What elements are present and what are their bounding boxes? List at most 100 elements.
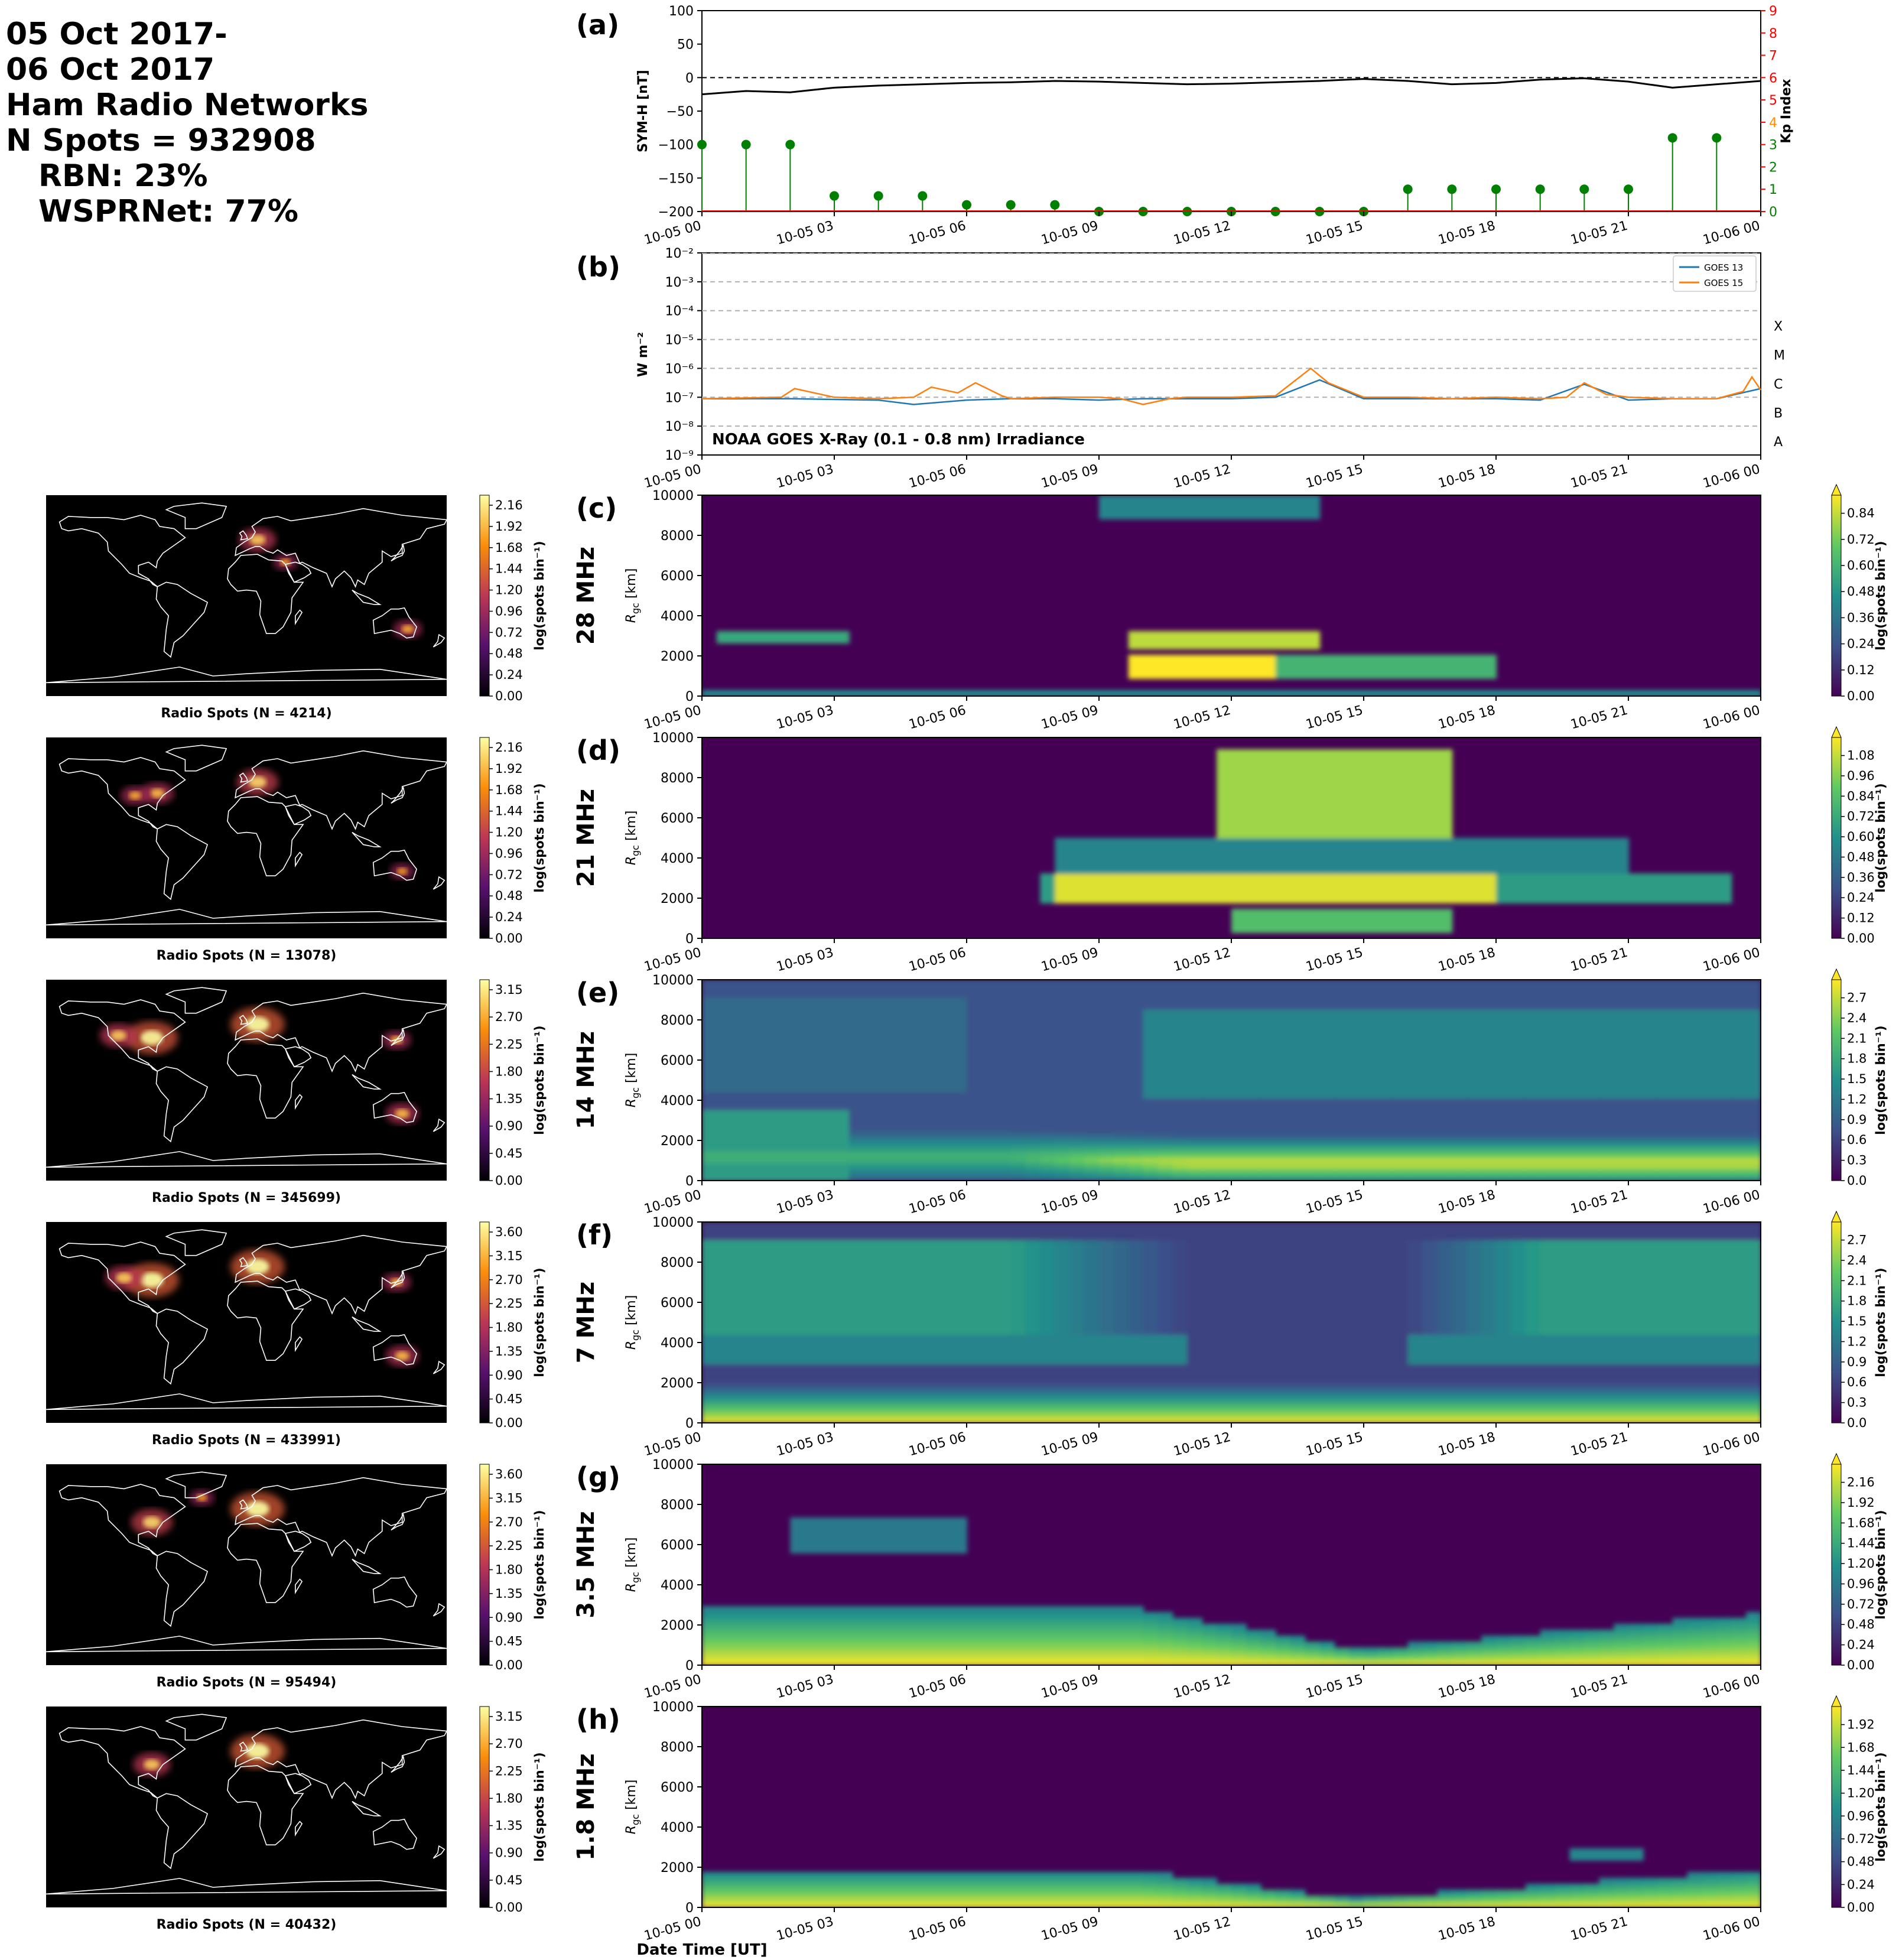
heatmap-cell [820,1299,835,1305]
heatmap-cell [790,1009,806,1016]
heatmap-cell [937,1417,953,1423]
heatmap-cell [746,637,762,643]
heatmap-cell [1569,1045,1585,1051]
heatmap-cell [937,1411,953,1418]
heatmap-cell [775,1299,791,1305]
heatmap-cell [863,1287,879,1293]
heatmap-cell [1069,1399,1085,1406]
heatmap-cell [1040,1417,1056,1423]
spot-density-core [401,625,414,633]
colorbar-label: 0.24 [1847,637,1875,651]
heatmap-cell [1378,1033,1394,1039]
heatmap-cell [1540,885,1556,892]
colorbar-title: log(spots bin⁻¹) [1874,541,1888,650]
heatmap-cell [1040,1157,1056,1163]
heatmap-cell [981,1346,997,1353]
heatmap-cell [1393,767,1409,773]
heatmap-cell [1364,1003,1379,1010]
heatmap-cell [1364,897,1379,903]
heatmap-cell [1172,1045,1188,1051]
heatmap-cell [1614,873,1629,880]
heatmap-cell [1643,1045,1659,1051]
heatmap-cell [996,1393,1012,1400]
heatmap-cell [702,1033,717,1039]
heatmap-cell [863,1127,879,1134]
heatmap-cell [1657,1169,1673,1175]
heatmap-cell [937,1263,953,1270]
heatmap-cell [1099,1057,1114,1063]
heatmap-cell [1407,850,1423,856]
heatmap-cell [1305,1110,1321,1116]
heatmap-cell [1422,667,1438,673]
heatmap-cell [1010,1033,1026,1039]
heatmap-cell [848,1370,864,1376]
heatmap-cell [1290,1175,1306,1181]
heatmap-cell [1687,1169,1703,1175]
map-colorbar-label: 1.20 [495,583,523,597]
heatmap-cell [952,1317,967,1323]
heatmap-cell [1099,1110,1114,1116]
heatmap-cell [1084,1387,1100,1394]
heatmap-cell [1349,1033,1364,1039]
heatmap-cell [1305,1157,1321,1163]
map-colorbar-label: 2.16 [495,740,523,755]
heatmap-cell [878,1287,894,1293]
heatmap-cell [1555,844,1570,850]
heatmap-cell [848,1358,864,1364]
heatmap-cell [1437,1139,1453,1146]
heatmap-cell [1437,1074,1453,1081]
heatmap-cell [702,1122,717,1128]
heatmap-cell [893,1122,909,1128]
heatmap-cell [1393,779,1409,785]
heatmap-cell [878,1098,894,1104]
map-colorbar-label: 1.68 [495,541,523,555]
heatmap-cell [1010,1263,1026,1270]
heatmap-cell [1657,1062,1673,1069]
heatmap-cell [1319,885,1335,892]
heatmap-cell [996,1003,1012,1010]
heatmap-cell [1113,980,1129,986]
heatmap-cell [1319,814,1335,821]
heatmap-cell [1319,1015,1335,1022]
x-tick-label: 10-05 06 [908,462,968,492]
heatmap-cell [775,1057,791,1063]
heatmap-cell [1069,1098,1085,1104]
heatmap-cell [1231,655,1247,661]
heatmap-cell [805,1074,821,1081]
heatmap-cell [1099,862,1114,868]
heatmap-cell [878,1322,894,1329]
heatmap-cell [834,1015,850,1022]
heatmap-cell [1084,1317,1100,1323]
coastline [295,851,303,868]
heatmap-cell [805,1340,821,1347]
heatmap-cell [1569,1127,1585,1134]
heatmap-cell [820,637,835,643]
heatmap-cell [1481,1074,1497,1081]
heatmap-cell [863,1275,879,1282]
heatmap-cell [775,1175,791,1181]
heatmap-cell [1319,761,1335,768]
heatmap-cell [1510,1116,1526,1122]
heatmap-cell [1702,891,1718,898]
heatmap-cell [996,690,1012,696]
heatmap-cell [820,1317,835,1323]
heatmap-cell [981,1317,997,1323]
y-tick-label: −100 [658,138,694,153]
heatmap-cell [1305,791,1321,797]
y-tick-label: 6000 [661,569,694,584]
colorbar-label: 0.96 [1847,769,1875,783]
heatmap-cell [893,980,909,986]
heatmap-cell [1643,885,1659,892]
heatmap-cell [790,1269,806,1276]
heatmap-cell [820,631,835,638]
heatmap-cell [1319,808,1335,815]
heatmap-cell [1319,1110,1335,1116]
heatmap-cell [1349,820,1364,827]
heatmap-cell [848,1151,864,1158]
heatmap-cell [746,1051,762,1057]
heatmap-cell [967,1062,982,1069]
heatmap-cell [1364,980,1379,986]
heatmap-cell [1290,643,1306,649]
heatmap-cell [790,637,806,643]
heatmap-cell [731,992,747,998]
